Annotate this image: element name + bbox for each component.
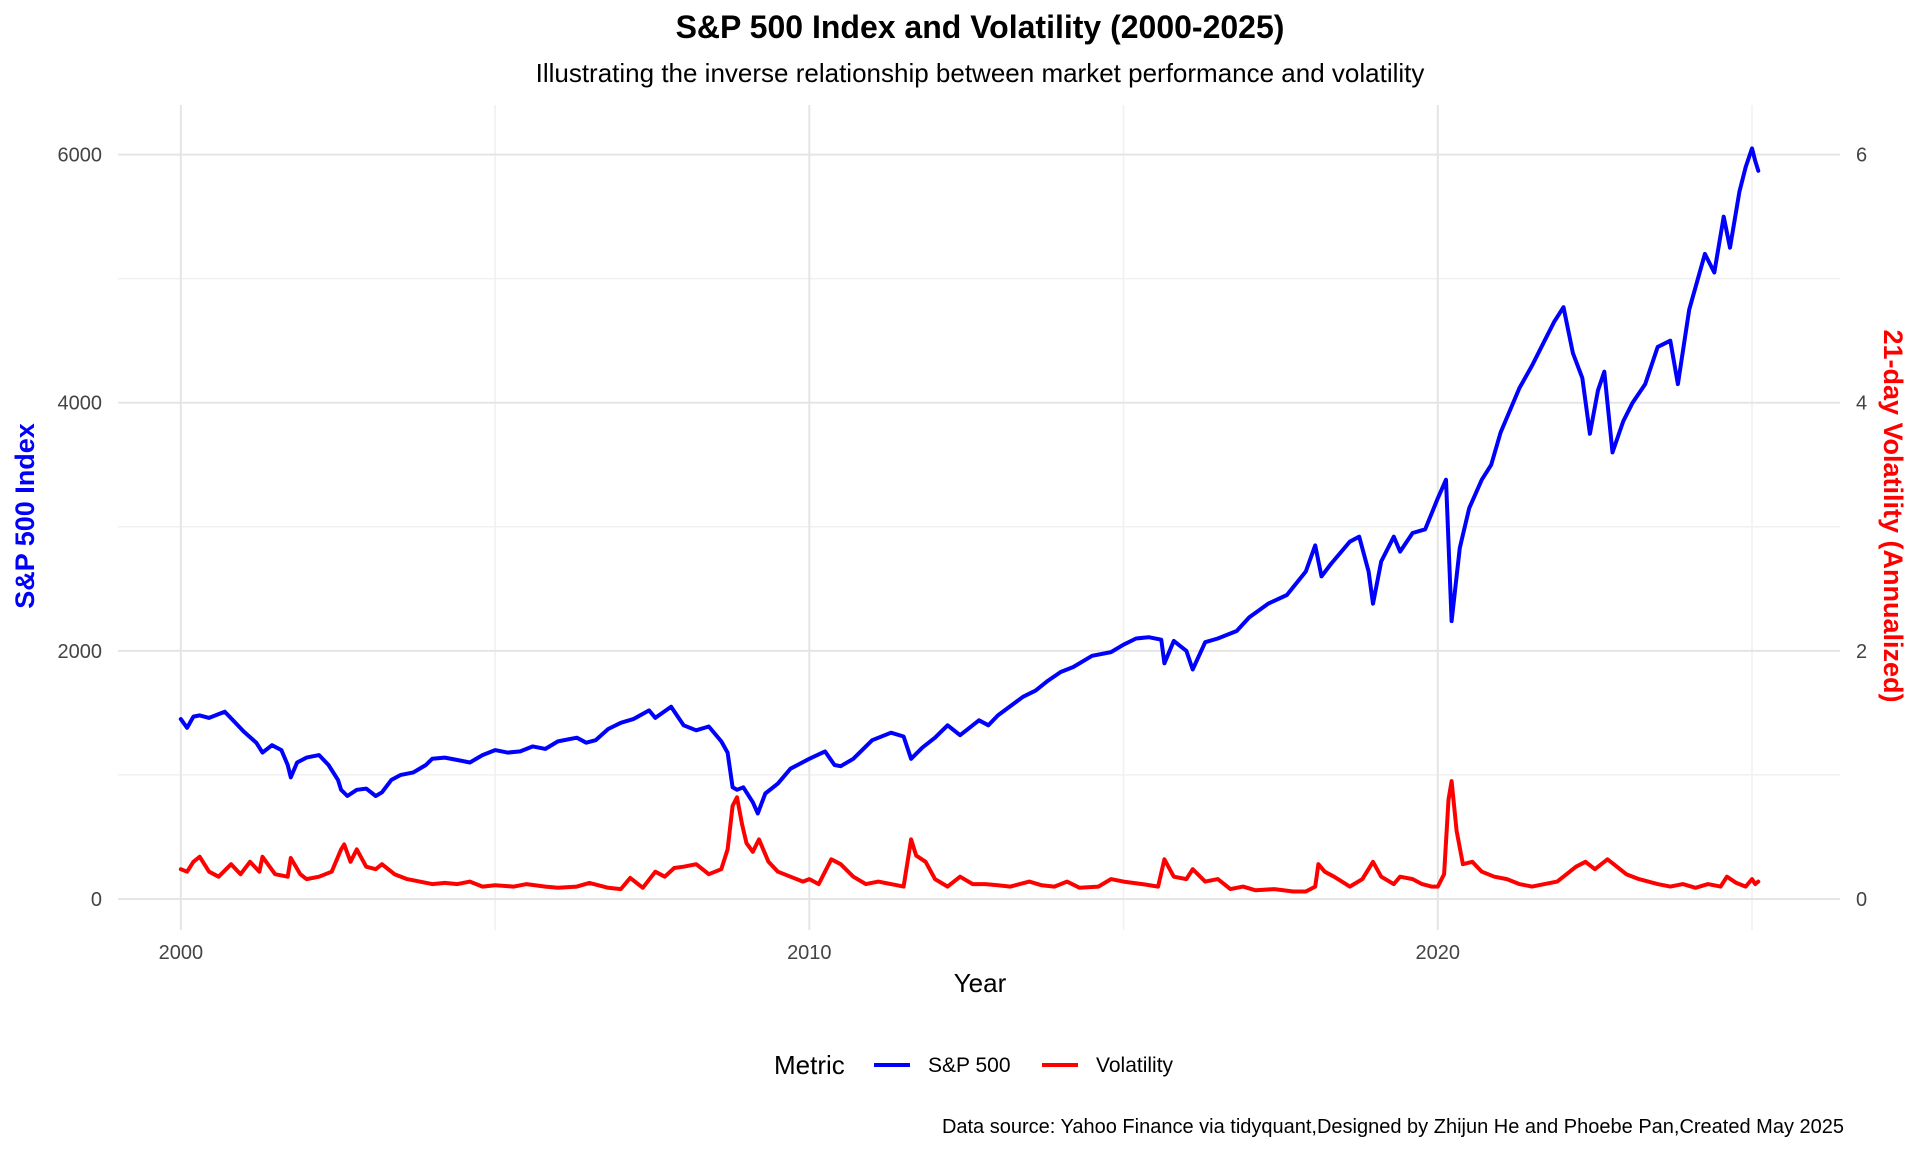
grid [118, 105, 1840, 930]
series-line-volatility [178, 779, 1761, 894]
legend-title: Metric [774, 1050, 845, 1080]
y-right-tick-label: 0 [1856, 889, 1867, 911]
chart-caption: Data source: Yahoo Finance via tidyquant… [942, 1116, 1844, 1138]
y-left-tick-label: 6000 [58, 145, 103, 167]
y-left-axis: 0 2000 4000 6000 [58, 145, 103, 911]
y-right-tick-label: 6 [1856, 145, 1867, 167]
y-left-tick-label: 2000 [58, 641, 103, 663]
chart-subtitle: Illustrating the inverse relationship be… [536, 58, 1425, 88]
x-tick-label: 2010 [787, 942, 832, 964]
legend-label-volatility: Volatility [1096, 1054, 1174, 1077]
x-axis-title: Year [954, 968, 1007, 998]
x-tick-label: 2000 [159, 942, 204, 964]
series-layer [178, 146, 1761, 894]
legend-label-sp500: S&P 500 [928, 1054, 1011, 1077]
legend: Metric S&P 500 Volatility [774, 1050, 1174, 1080]
chart-title: S&P 500 Index and Volatility (2000-2025) [676, 9, 1285, 45]
y-right-tick-label: 4 [1856, 393, 1867, 415]
y-right-tick-label: 2 [1856, 641, 1867, 663]
y-left-axis-title: S&P 500 Index [10, 423, 40, 609]
y-right-axis-title: 21-day Volatility (Annualized) [1878, 329, 1908, 702]
x-tick-label: 2020 [1416, 942, 1461, 964]
series-line-s-p-500 [178, 146, 1761, 816]
x-axis: 2000 2010 2020 [159, 942, 1460, 964]
y-left-tick-label: 0 [91, 889, 102, 911]
y-right-axis: 0 2 4 6 [1856, 145, 1867, 911]
y-left-tick-label: 4000 [58, 393, 103, 415]
